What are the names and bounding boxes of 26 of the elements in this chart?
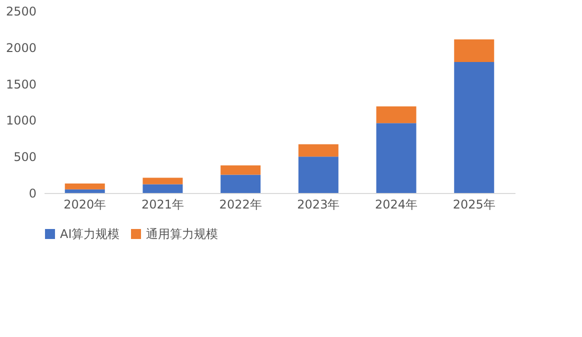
x-tick-label: 2022年 <box>219 198 262 212</box>
x-tick-label: 2023年 <box>297 198 340 212</box>
bar <box>142 178 183 184</box>
y-tick-label: 2500 <box>6 4 36 18</box>
bar <box>142 184 183 193</box>
x-tick-label: 2020年 <box>64 198 106 212</box>
y-tick-label: 2000 <box>6 40 36 55</box>
bar <box>454 62 494 193</box>
y-tick-label: 0 <box>28 186 36 200</box>
bar <box>220 165 261 175</box>
bar <box>376 106 416 124</box>
bar <box>376 123 416 193</box>
y-tick-label: 500 <box>14 150 36 164</box>
x-tick-label: 2025年 <box>452 198 496 212</box>
bar <box>64 184 105 190</box>
legend-label: 通用算力规模 <box>146 227 218 241</box>
y-tick-label: 1000 <box>6 114 36 128</box>
bar <box>220 174 261 193</box>
bar <box>454 39 494 62</box>
x-tick-label: 2024年 <box>375 198 418 212</box>
bar <box>64 189 105 193</box>
x-tick-label: 2021年 <box>141 198 184 212</box>
bar <box>298 156 338 193</box>
bar <box>298 144 338 157</box>
y-tick-label: 1500 <box>6 77 36 92</box>
legend-label: AI算力规模 <box>60 227 120 241</box>
